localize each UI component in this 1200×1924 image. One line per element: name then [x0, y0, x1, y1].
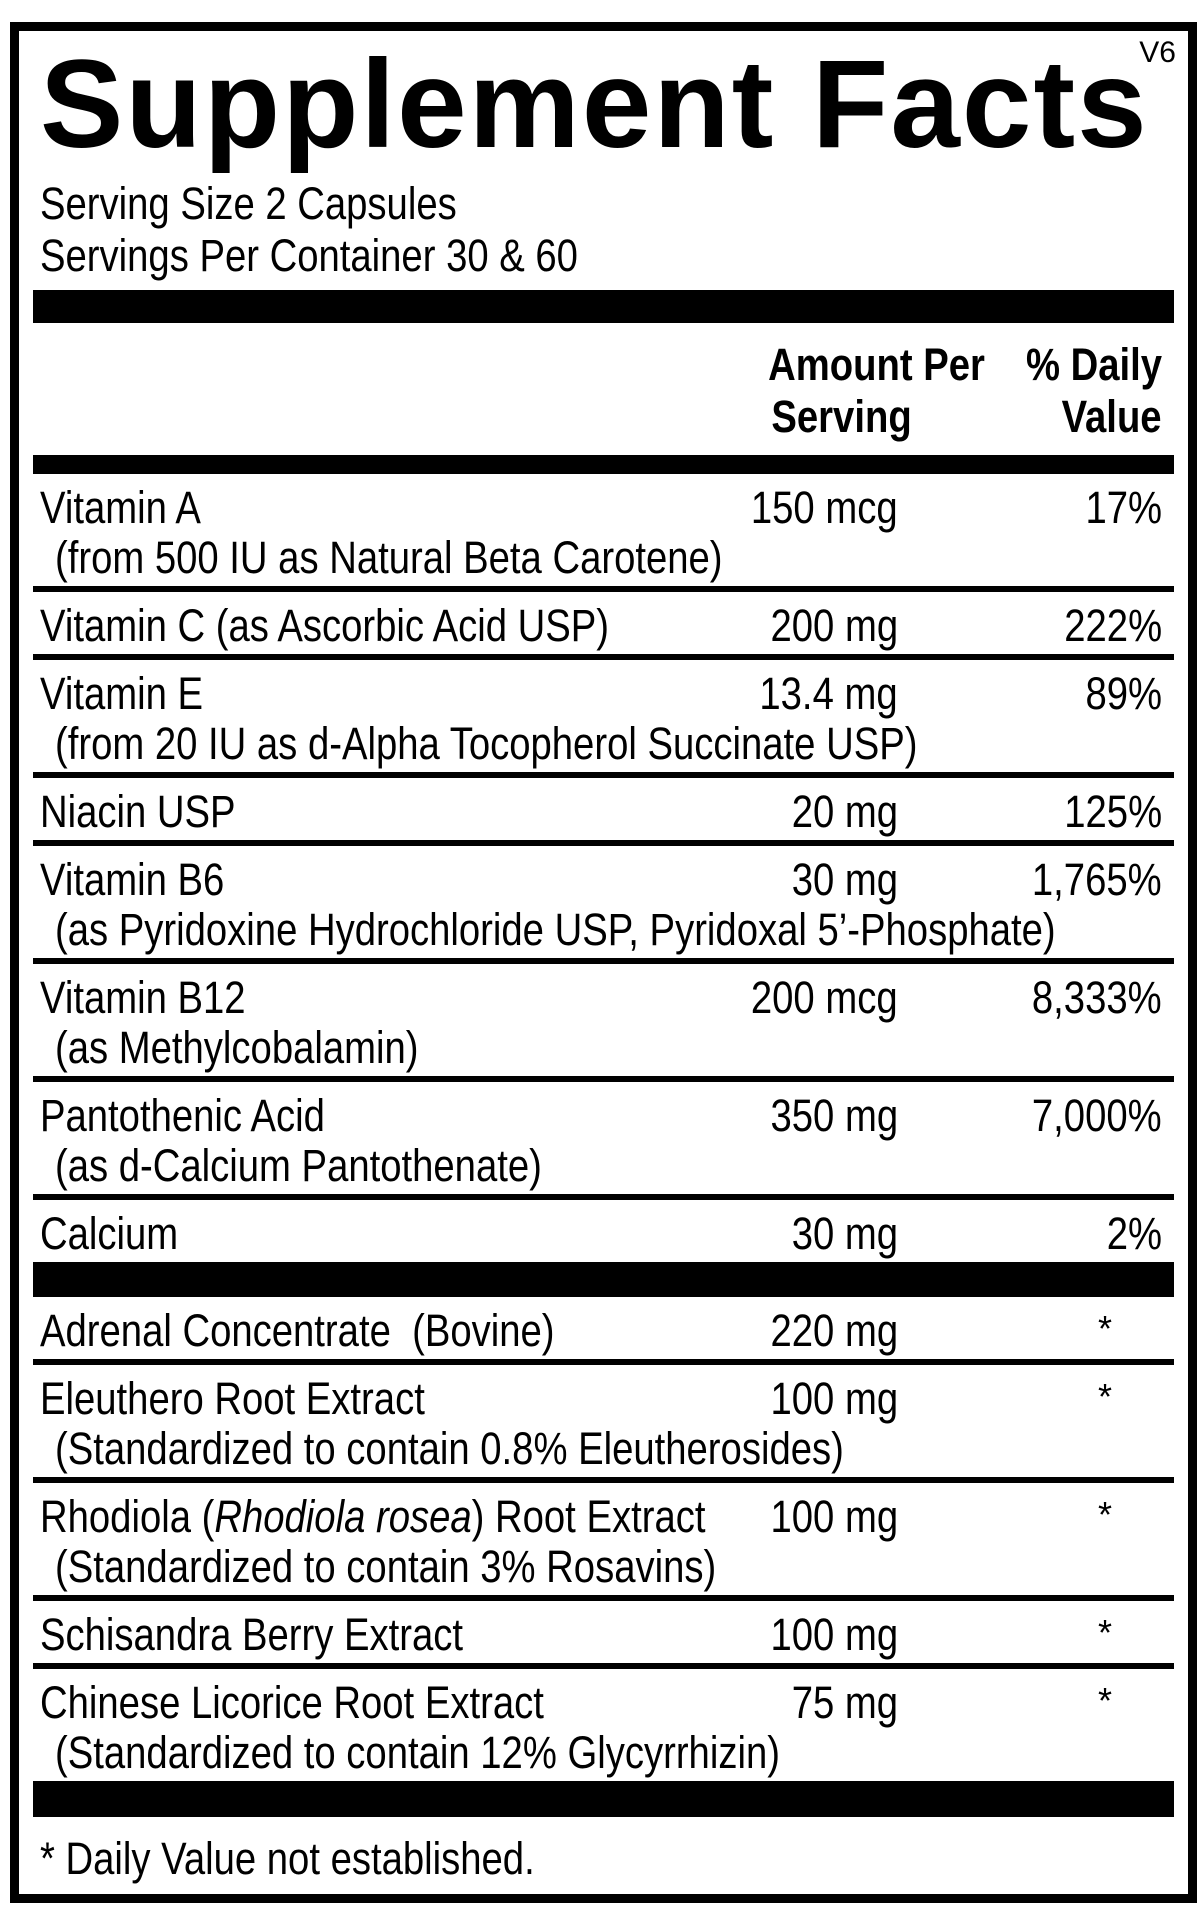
nutrient-row-niacin: Niacin USP 20 mg 125% [33, 778, 1174, 846]
nutrient-note: (as Methylcobalamin) [55, 1022, 419, 1073]
nutrient-row-vitamin-a: Vitamin A 150 mcg 17% (from 500 IU as Na… [33, 474, 1174, 592]
nutrient-amount: 20 mg [791, 786, 898, 837]
botanical-name: Schisandra Berry Extract [40, 1609, 464, 1660]
percent-daily-value-header: % Daily Value [1025, 339, 1162, 442]
nutrient-name: Niacin USP [40, 786, 236, 837]
nutrient-name: Calcium [40, 1208, 179, 1259]
nutrient-amount: 30 mg [791, 854, 898, 905]
label-box: V6 Supplement Facts Serving Size 2 Capsu… [10, 22, 1197, 1903]
nutrient-daily-value: 2% [1106, 1208, 1162, 1259]
botanical-row-adrenal-concentrate: Adrenal Concentrate (Bovine) 220 mg * [33, 1297, 1174, 1365]
servings-per-container-line: Servings Per Container 30 & 60 [40, 230, 578, 281]
botanical-daily-value: * [1097, 1308, 1112, 1349]
nutrient-daily-value: 125% [1064, 786, 1162, 837]
nutrient-amount: 200 mcg [751, 972, 898, 1023]
nutrient-note: (as d-Calcium Pantothenate) [55, 1140, 542, 1191]
botanical-row-chinese-licorice: Chinese Licorice Root Extract 75 mg * (S… [33, 1669, 1174, 1781]
nutrient-name: Vitamin C (as Ascorbic Acid USP) [40, 600, 609, 651]
nutrient-daily-value: 222% [1064, 600, 1162, 651]
botanical-daily-value: * [1097, 1612, 1112, 1653]
label-title: Supplement Facts [40, 35, 1149, 174]
serving-size-line: Serving Size 2 Capsules [40, 178, 457, 229]
label-content: Supplement Facts Serving Size 2 Capsules… [33, 37, 1174, 1885]
botanical-row-eleuthero: Eleuthero Root Extract 100 mg * (Standar… [33, 1365, 1174, 1483]
nutrient-amount: 350 mg [770, 1090, 898, 1141]
nutrient-note: (as Pyridoxine Hydrochloride USP, Pyrido… [55, 904, 1056, 955]
botanical-name: Adrenal Concentrate (Bovine) [40, 1305, 555, 1356]
nutrient-amount: 30 mg [791, 1208, 898, 1259]
botanical-name: Eleuthero Root Extract [40, 1373, 425, 1424]
serving-info: Serving Size 2 Capsules Servings Per Con… [33, 178, 1174, 282]
nutrient-name: Vitamin B6 [40, 854, 225, 905]
botanical-name: Chinese Licorice Root Extract [40, 1677, 544, 1728]
botanical-daily-value: * [1097, 1680, 1112, 1721]
nutrient-row-vitamin-c: Vitamin C (as Ascorbic Acid USP) 200 mg … [33, 592, 1174, 660]
nutrient-amount: 200 mg [770, 600, 898, 651]
footnote-line: * Daily Value not established. [40, 1833, 535, 1884]
nutrient-row-pantothenic-acid: Pantothenic Acid 350 mg 7,000% (as d-Cal… [33, 1082, 1174, 1200]
nutrient-name: Vitamin E [40, 668, 204, 719]
nutrient-row-vitamin-e: Vitamin E 13.4 mg 89% (from 20 IU as d-A… [33, 660, 1174, 778]
nutrient-daily-value: 89% [1085, 668, 1162, 719]
header-divider-bar [33, 455, 1174, 474]
nutrient-daily-value: 17% [1085, 482, 1162, 533]
botanical-latin-name: Rhodiola rosea [214, 1491, 472, 1542]
nutrient-row-vitamin-b12: Vitamin B12 200 mcg 8,333% (as Methylcob… [33, 964, 1174, 1082]
botanical-amount: 100 mg [770, 1609, 898, 1660]
botanical-daily-value: * [1097, 1376, 1112, 1417]
version-tag: V6 [1139, 36, 1176, 69]
nutrient-name: Vitamin A [40, 482, 201, 533]
section-divider-bar-bottom [33, 1781, 1174, 1817]
botanical-amount: 220 mg [770, 1305, 898, 1356]
nutrient-amount: 13.4 mg [759, 668, 898, 719]
nutrient-row-vitamin-b6: Vitamin B6 30 mg 1,765% (as Pyridoxine H… [33, 846, 1174, 964]
amount-per-serving-header: Amount Per Serving [768, 339, 985, 442]
botanical-amount: 75 mg [791, 1677, 898, 1728]
botanical-daily-value: * [1097, 1494, 1112, 1535]
nutrient-note: (from 20 IU as d-Alpha Tocopherol Succin… [55, 718, 918, 769]
botanical-note: (Standardized to contain 3% Rosavins) [55, 1541, 717, 1592]
nutrient-amount: 150 mcg [751, 482, 898, 533]
botanical-amount: 100 mg [770, 1373, 898, 1424]
nutrient-daily-value: 8,333% [1032, 972, 1162, 1023]
botanical-note: (Standardized to contain 12% Glycyrrhizi… [55, 1727, 780, 1778]
botanical-note: (Standardized to contain 0.8% Eleutheros… [55, 1423, 844, 1474]
nutrient-note: (from 500 IU as Natural Beta Carotene) [55, 532, 723, 583]
section-divider-bar-middle [33, 1262, 1174, 1297]
nutrient-row-calcium: Calcium 30 mg 2% [33, 1200, 1174, 1262]
botanical-name: Rhodiola (Rhodiola rosea) Root Extract [40, 1491, 706, 1542]
column-header-row: Amount Per Serving % Daily Value [33, 323, 1174, 455]
nutrient-name: Pantothenic Acid [40, 1090, 325, 1141]
botanical-row-schisandra: Schisandra Berry Extract 100 mg * [33, 1601, 1174, 1669]
botanical-row-rhodiola: Rhodiola (Rhodiola rosea) Root Extract 1… [33, 1483, 1174, 1601]
botanical-amount: 100 mg [770, 1491, 898, 1542]
nutrient-name: Vitamin B12 [40, 972, 246, 1023]
section-divider-bar-top [33, 290, 1174, 323]
nutrient-daily-value: 1,765% [1032, 854, 1162, 905]
nutrient-daily-value: 7,000% [1032, 1090, 1162, 1141]
